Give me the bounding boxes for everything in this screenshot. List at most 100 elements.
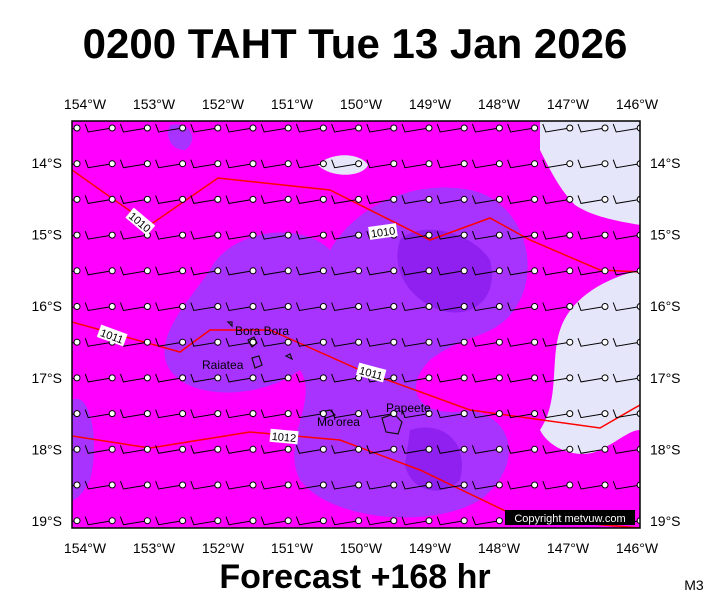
isobar-label: 1010 [368, 223, 398, 241]
wind-station [143, 124, 151, 132]
wind-station [284, 160, 292, 168]
wind-station [495, 481, 503, 489]
wind-station [249, 160, 257, 168]
wind-station [249, 124, 257, 132]
wind-barb [295, 230, 324, 240]
wind-barb [190, 302, 218, 312]
wind-barb [260, 480, 289, 490]
wind-barb [225, 123, 254, 133]
wind-barb [507, 159, 535, 169]
wind-barb [471, 230, 500, 240]
wind-station [495, 338, 503, 346]
wind-barb [331, 195, 359, 204]
wind-barb [471, 445, 500, 454]
wind-barb [366, 516, 394, 526]
latitude-label: 14°S [31, 155, 62, 171]
wind-barb [155, 516, 183, 526]
wind-station [425, 160, 433, 168]
longitude-label: 148°W [478, 96, 521, 112]
wind-barb [401, 123, 430, 133]
wind-barb [295, 159, 324, 169]
wind-barb [436, 373, 465, 383]
wind-barb [471, 159, 500, 169]
wind-barb [401, 230, 430, 240]
wind-station [214, 267, 222, 275]
wind-station [319, 410, 327, 418]
wind-station [73, 410, 81, 418]
wind-station [249, 195, 257, 203]
wind-station [566, 445, 574, 453]
wind-station [108, 481, 116, 489]
wind-barb [401, 302, 430, 312]
wind-station [143, 303, 151, 310]
wind-station [425, 195, 433, 203]
wind-barb [471, 516, 500, 526]
wind-station [214, 481, 222, 489]
isobar-label-text: 1010 [370, 225, 396, 240]
wind-barbs [72, 123, 640, 526]
wind-barb [295, 445, 324, 454]
wind-station [179, 374, 187, 382]
wind-barb [190, 373, 218, 383]
wind-barb [225, 266, 254, 276]
wind-barb [260, 266, 289, 276]
wind-barb [84, 480, 113, 490]
wind-barb [225, 373, 254, 383]
wind-station [179, 195, 187, 203]
wind-barb [190, 230, 218, 240]
wind-barb [119, 516, 148, 526]
wind-barb [190, 480, 218, 490]
wind-barb [331, 373, 359, 383]
wind-barb [84, 338, 113, 347]
wind-barb [612, 159, 640, 169]
wind-barb [612, 445, 640, 454]
wind-station [284, 374, 292, 382]
wind-station [460, 160, 468, 168]
wind-barb [119, 230, 148, 240]
wind-station [249, 303, 257, 310]
wind-barb [119, 409, 148, 419]
wind-station [495, 517, 503, 525]
wind-barb [612, 302, 640, 312]
footer: Forecast +168 hr [219, 558, 490, 596]
wind-station [179, 410, 187, 418]
wind-station [566, 195, 574, 203]
wind-station [319, 445, 327, 453]
model-code: M3 [684, 577, 704, 593]
wind-barb [542, 409, 570, 419]
wind-barb [436, 266, 465, 276]
wind-station [460, 303, 468, 310]
wind-station [355, 517, 363, 525]
wind-barb [366, 266, 394, 276]
wind-barb [612, 230, 640, 240]
wind-barb [295, 338, 324, 347]
wind-barb [119, 373, 148, 383]
wind-barb [366, 195, 394, 204]
wind-station [425, 410, 433, 418]
wind-barb [471, 373, 500, 383]
wind-barb [331, 230, 359, 240]
latitude-label: 17°S [650, 370, 681, 386]
wind-station [73, 231, 81, 239]
wind-station [249, 267, 257, 275]
wind-station [108, 303, 116, 310]
wind-barb [119, 195, 148, 204]
wind-barb [84, 445, 113, 454]
isobar-label-box [96, 324, 128, 347]
wind-barb [401, 373, 430, 383]
longitude-label: 146°W [616, 96, 659, 112]
wind-station [284, 303, 292, 310]
wind-barb [190, 123, 218, 133]
wind-station [73, 374, 81, 382]
wind-barb [295, 373, 324, 383]
wind-station [73, 303, 81, 310]
wind-barb [577, 338, 606, 347]
wind-station [390, 160, 398, 168]
wind-barb [84, 516, 113, 526]
wind-barb [260, 516, 289, 526]
place-label: Raiatea [202, 358, 244, 372]
wind-barb [577, 266, 606, 276]
wind-station [284, 267, 292, 275]
wind-barb [612, 409, 640, 419]
isobar-label-box [355, 362, 387, 383]
